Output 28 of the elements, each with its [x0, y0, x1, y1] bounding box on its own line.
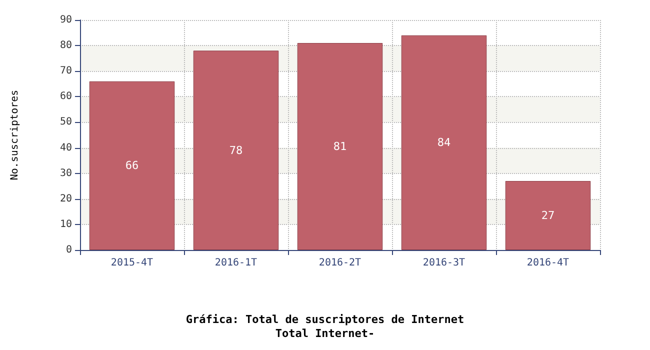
y-tick-label: 10	[60, 218, 72, 230]
y-axis-title: No.suscriptores	[10, 90, 20, 180]
x-tick-label: 2016-3T	[422, 258, 466, 268]
y-tick-label: 90	[60, 14, 72, 26]
y-tick-label: 80	[60, 40, 72, 52]
data-label: 66	[125, 159, 139, 172]
text: Total Internet-	[275, 327, 375, 340]
bar	[89, 81, 175, 250]
y-tick-label: 30	[60, 168, 72, 179]
y-tick-label: 40	[60, 142, 72, 154]
data-label: 27	[541, 209, 555, 222]
bar	[401, 35, 487, 250]
y-tick-label: 20	[60, 193, 72, 204]
y-tick-label: 50	[60, 116, 72, 128]
data-label: 84	[437, 136, 451, 150]
x-tick-label: 2016-1T	[214, 258, 258, 268]
bar	[297, 43, 383, 250]
y-tick-label: 70	[60, 66, 72, 77]
bar	[505, 181, 591, 250]
data-label: 78	[229, 144, 243, 157]
y-tick-label: 60	[60, 91, 72, 102]
data-label: 81	[333, 140, 347, 153]
bar	[193, 50, 279, 250]
x-tick-label: 2016-2T	[318, 258, 362, 268]
x-tick-label: 2015-4T	[110, 258, 154, 268]
x-tick-label: 2016-4T	[526, 258, 570, 268]
y-tick-label: 0	[66, 244, 72, 256]
text: Gráfica: Total de suscriptores de Internet	[186, 313, 464, 326]
